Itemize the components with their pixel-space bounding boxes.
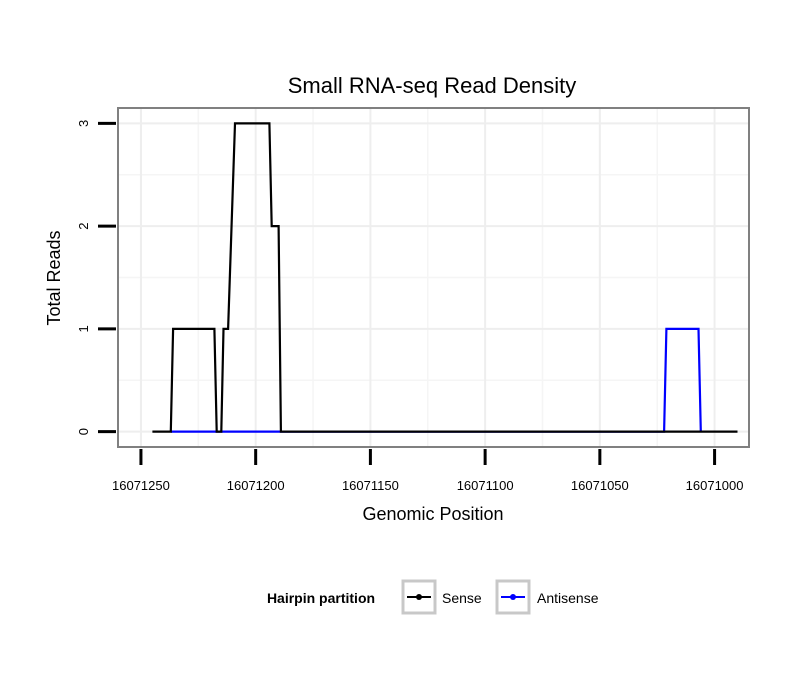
legend-label-antisense: Antisense [537, 590, 599, 606]
grid-layer [118, 108, 749, 447]
plot-frame [117, 107, 750, 448]
chart-title: Small RNA-seq Read Density [288, 73, 577, 98]
y-tick-label: 0 [76, 428, 91, 435]
x-tick-label: 16071050 [571, 478, 629, 493]
legend: Hairpin partition Sense Antisense [267, 579, 599, 615]
x-tick-label: 16071200 [227, 478, 285, 493]
y-tick-label: 3 [76, 120, 91, 127]
x-tick-label: 16071000 [686, 478, 744, 493]
series-line-sense [152, 122, 738, 433]
legend-label-sense: Sense [442, 590, 482, 606]
y-tick-label: 2 [76, 223, 91, 230]
x-tick-label: 16071150 [342, 478, 399, 493]
legend-key-sense-point [416, 594, 422, 600]
y-axis-label: Total Reads [44, 230, 64, 325]
axis-layer: 16071250 16071200 16071150 16071100 16071050… [76, 120, 744, 493]
series-layer [152, 122, 738, 433]
x-tick-label: 16071100 [457, 478, 514, 493]
x-axis-label: Genomic Position [362, 504, 503, 524]
series-line-antisense [170, 327, 702, 433]
legend-title: Hairpin partition [267, 590, 375, 606]
y-tick-label: 1 [76, 325, 91, 332]
x-tick-label: 16071250 [112, 478, 170, 493]
legend-key-antisense-point [510, 594, 516, 600]
